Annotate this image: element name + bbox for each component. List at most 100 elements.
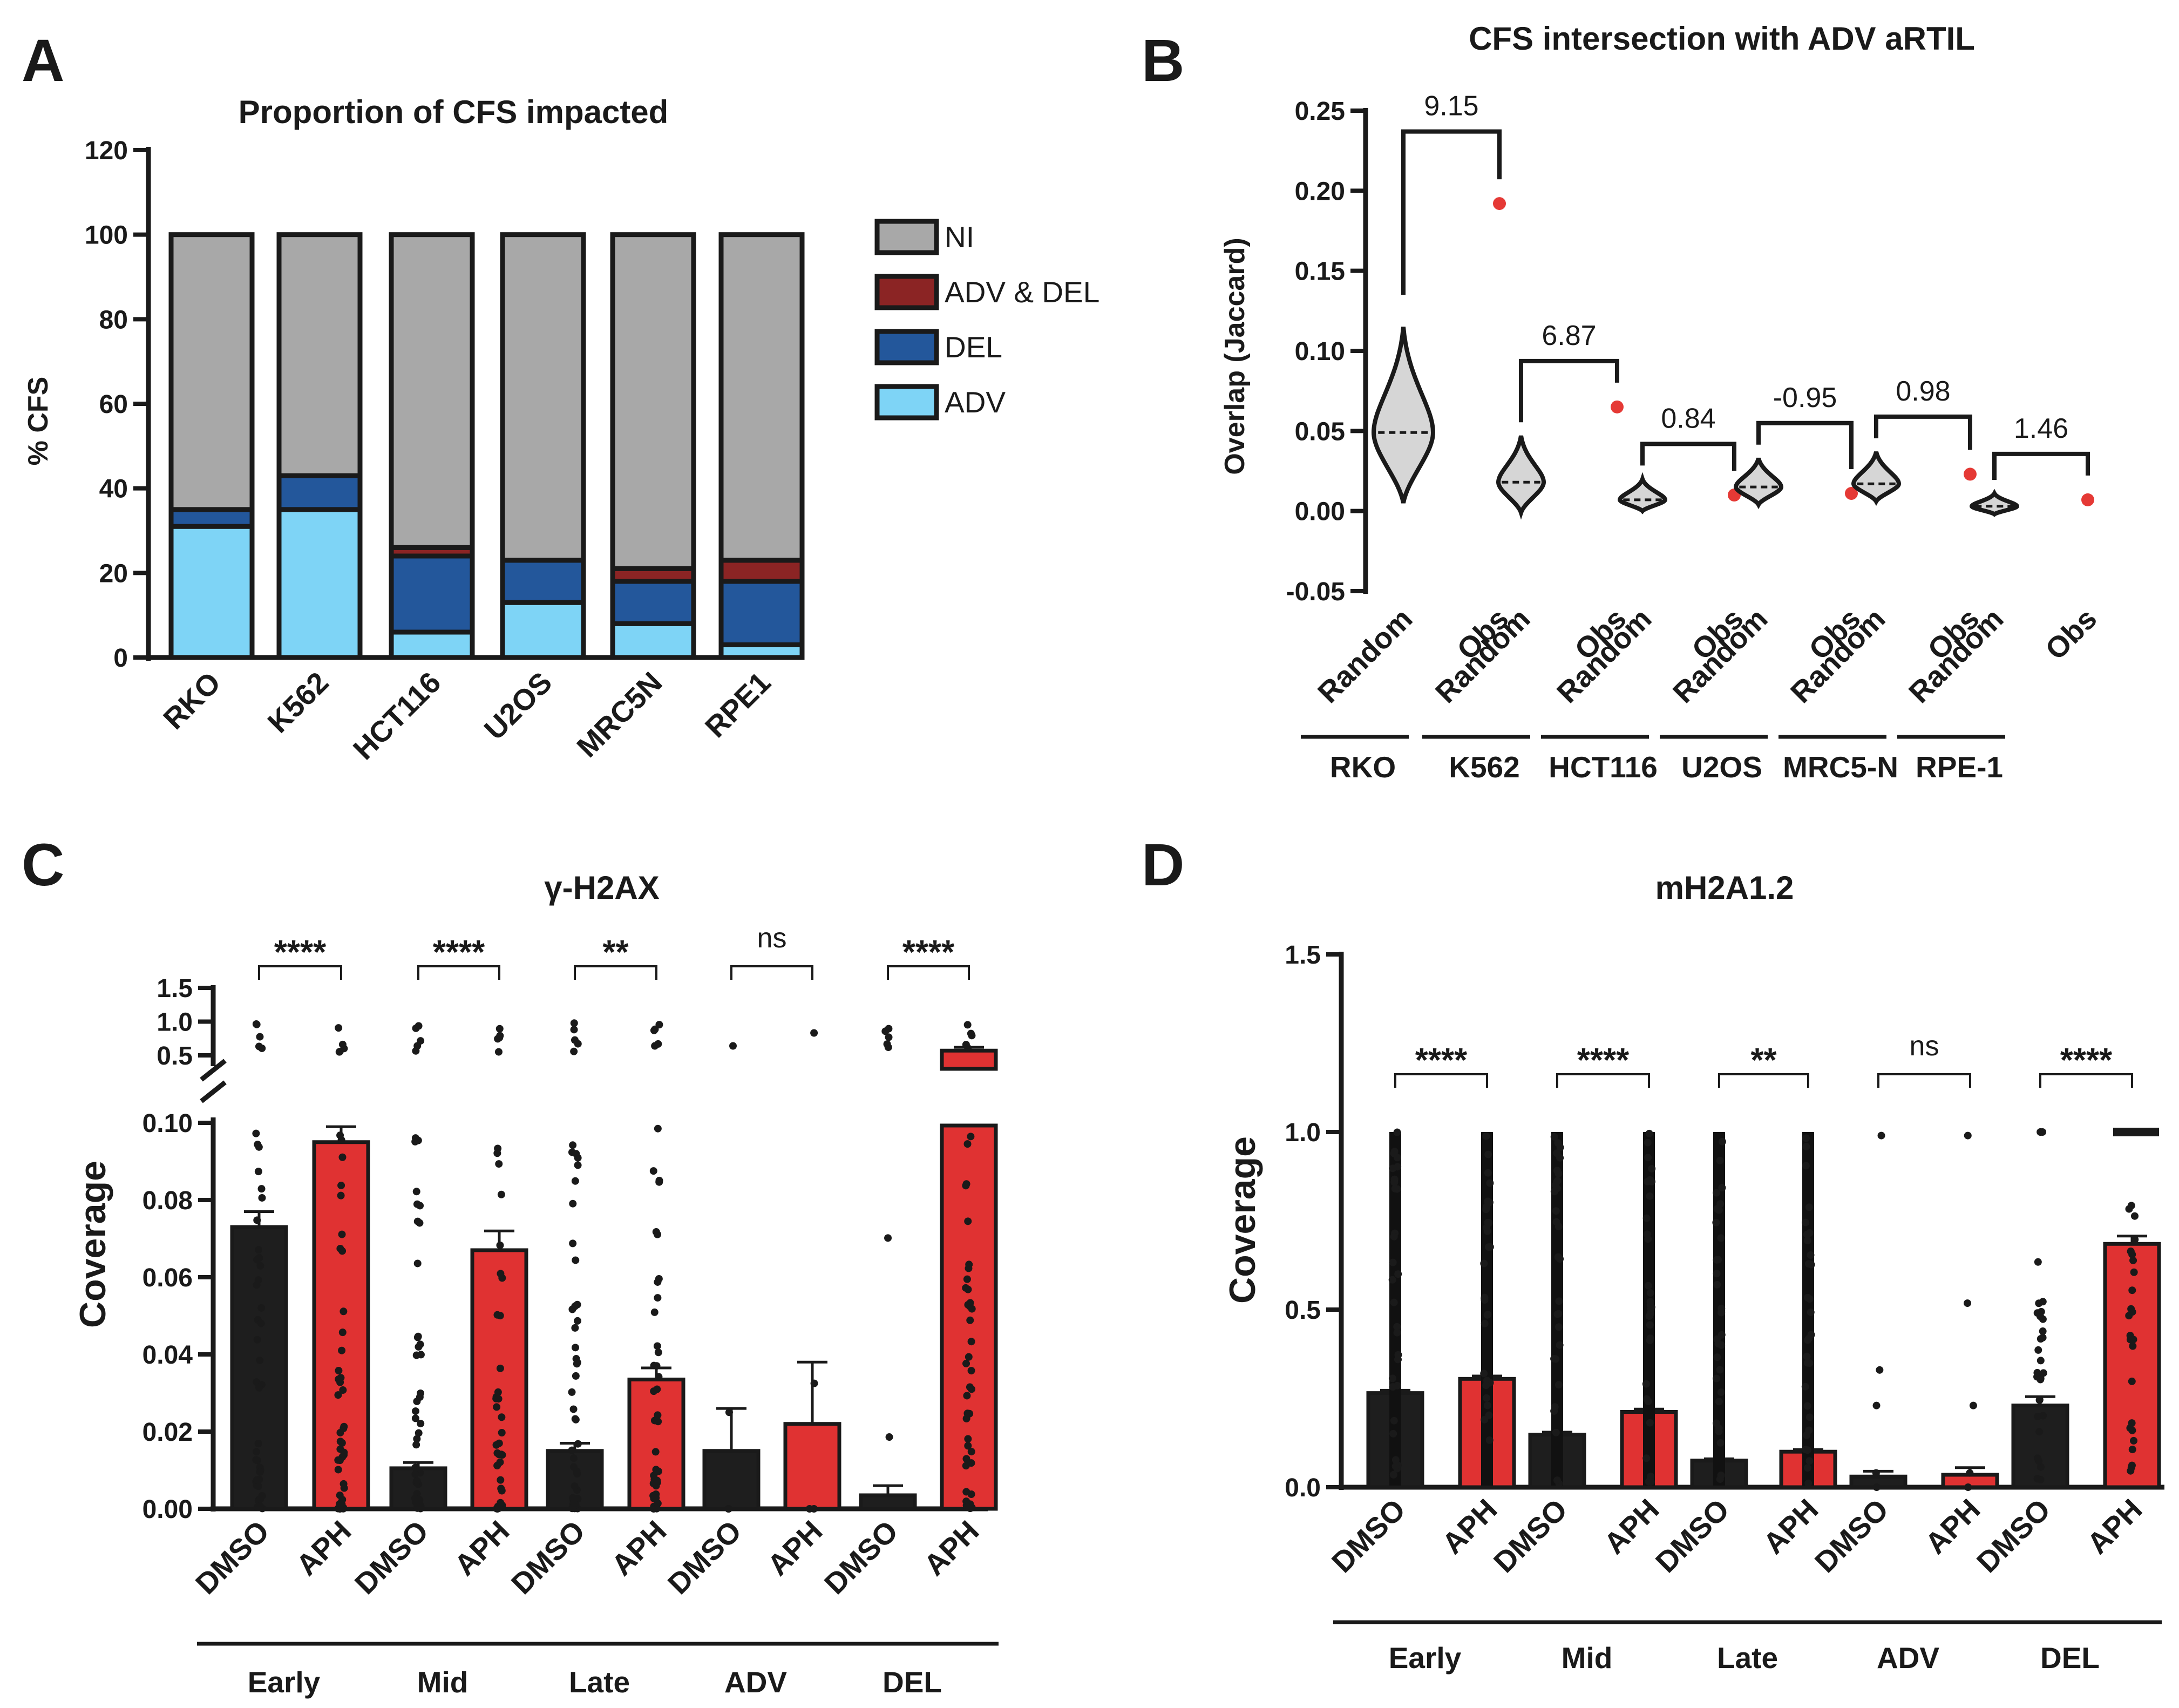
x-tick-label: APH — [290, 1514, 358, 1582]
x-tick-label: HCT116 — [347, 666, 447, 767]
data-point — [654, 1040, 662, 1048]
bar-segment-del — [718, 579, 805, 647]
data-point — [571, 1324, 579, 1332]
x-tick-label: DMSO — [1649, 1493, 1736, 1580]
y-tick-label: 20 — [99, 559, 128, 588]
data-point — [2127, 1467, 2135, 1475]
data-point — [1552, 1355, 1560, 1363]
significance-label: ns — [757, 923, 787, 954]
data-point — [336, 1131, 344, 1140]
data-point — [413, 1259, 422, 1268]
data-point — [1805, 1426, 1813, 1434]
data-point — [337, 1191, 345, 1199]
data-point — [1642, 1214, 1651, 1222]
significance-label: **** — [274, 934, 327, 971]
data-point — [336, 1428, 344, 1436]
bar-segment-ni — [610, 232, 696, 571]
y-tick-label: 0.04 — [142, 1341, 193, 1370]
data-point — [653, 1504, 661, 1513]
x-tick-label: DMSO — [1487, 1493, 1574, 1580]
bar — [470, 1248, 528, 1511]
data-point — [1390, 1148, 1399, 1156]
data-point — [417, 1504, 425, 1513]
group-label: DEL — [2040, 1641, 2100, 1675]
data-point — [335, 1024, 343, 1032]
data-point — [966, 1383, 974, 1391]
violin-random — [1371, 327, 1436, 504]
y-tick-label: 0.05 — [1295, 417, 1345, 446]
data-point — [1481, 1319, 1489, 1327]
legend-swatch — [874, 219, 939, 255]
data-point — [1803, 1237, 1811, 1245]
data-point — [573, 1358, 581, 1366]
data-point — [1717, 1388, 1725, 1397]
data-point — [2130, 1212, 2139, 1220]
data-point — [1804, 1479, 1813, 1487]
data-point — [1716, 1439, 1725, 1447]
bracket — [1992, 451, 2090, 480]
data-point — [415, 1343, 423, 1351]
data-point — [1805, 1457, 1814, 1465]
data-point — [2128, 1286, 2136, 1294]
significance-bracket — [887, 965, 970, 980]
data-point — [1802, 1218, 1810, 1226]
data-point — [573, 1467, 581, 1475]
data-point — [340, 1422, 348, 1431]
data-point — [255, 1475, 263, 1483]
data-point — [1483, 1227, 1491, 1235]
data-point — [1713, 1280, 1721, 1289]
data-point — [2035, 1396, 2044, 1404]
y-tick-label: 0 — [113, 644, 128, 673]
observed-point — [1845, 487, 1858, 500]
y-axis-label-b: Overlap (Jaccard) — [1219, 238, 1251, 475]
bar-segment-ni — [389, 232, 475, 550]
data-point — [1966, 1469, 1974, 1477]
data-point — [340, 1484, 348, 1492]
data-point — [1550, 1188, 1558, 1196]
data-point — [1644, 1154, 1652, 1162]
significance-c: **** **** ** ns **** — [274, 923, 955, 971]
y-tick-label: 0.15 — [1295, 257, 1345, 286]
data-point — [2125, 1205, 2133, 1213]
data-point — [1389, 1429, 1397, 1438]
significance-bracket — [258, 965, 342, 980]
data-point — [569, 1239, 577, 1248]
data-point — [495, 1439, 503, 1447]
data-point — [412, 1441, 420, 1449]
data-point — [1480, 1370, 1488, 1378]
data-point — [964, 1285, 972, 1293]
data-point — [1713, 1189, 1721, 1197]
data-point — [1714, 1340, 1722, 1348]
data-point — [569, 1141, 577, 1149]
significance-label: **** — [1415, 1042, 1468, 1079]
data-point — [654, 1294, 662, 1302]
data-point — [253, 1216, 261, 1224]
data-point — [1964, 1299, 1972, 1307]
data-point — [2034, 1346, 2042, 1354]
data-point — [1486, 1243, 1494, 1251]
significance-bracket — [1394, 1073, 1488, 1088]
panel-b: B CFS intersection with ADV aRTIL Overla… — [1142, 21, 2103, 784]
data-point — [1480, 1259, 1488, 1268]
legend-label: ADV — [945, 385, 1006, 419]
data-point — [967, 1367, 975, 1375]
y-tick-label: 0.00 — [142, 1495, 193, 1524]
data-point — [2034, 1412, 2042, 1420]
y-tick-label: 0.02 — [142, 1418, 193, 1447]
data-point — [252, 1448, 260, 1456]
data-point — [1646, 1321, 1654, 1329]
data-point — [1393, 1128, 1401, 1136]
data-point — [2037, 1128, 2045, 1136]
significance-bracket — [574, 965, 657, 980]
data-point — [413, 1042, 422, 1050]
data-point — [1390, 1416, 1398, 1425]
data-point — [570, 1026, 578, 1034]
data-point — [2033, 1475, 2041, 1483]
data-point — [252, 1129, 260, 1137]
x-tick-label: DMSO — [505, 1514, 592, 1601]
x-tick-label: DMSO — [818, 1514, 905, 1601]
data-point — [1713, 1374, 1721, 1382]
axis-break-mark — [200, 1059, 227, 1082]
data-point — [413, 1435, 421, 1443]
